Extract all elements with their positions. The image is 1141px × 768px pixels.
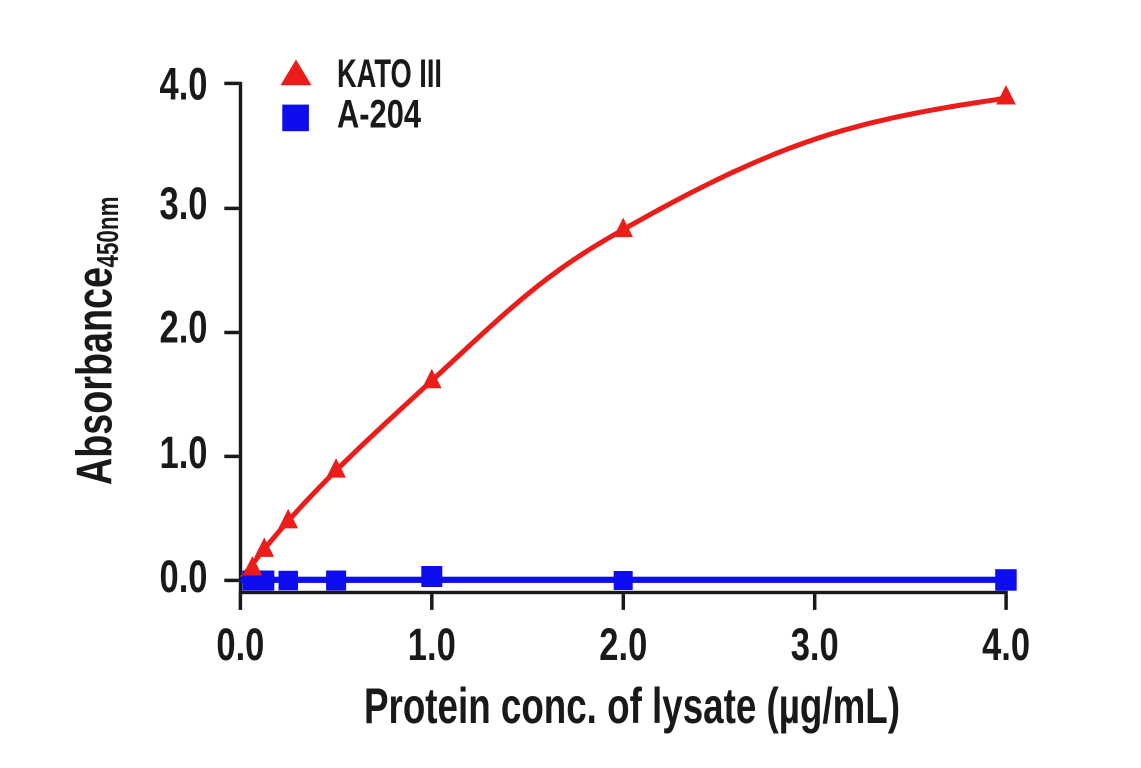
svg-text:A-204: A-204 bbox=[337, 93, 422, 137]
svg-text:4.0: 4.0 bbox=[982, 619, 1030, 670]
svg-text:1.0: 1.0 bbox=[408, 619, 456, 670]
svg-text:3.0: 3.0 bbox=[160, 178, 208, 229]
svg-text:Protein conc. of lysate (µg/mL: Protein conc. of lysate (µg/mL) bbox=[364, 678, 900, 734]
svg-text:2.0: 2.0 bbox=[599, 619, 647, 670]
svg-text:0.0: 0.0 bbox=[160, 551, 208, 602]
svg-text:Absorbance: Absorbance bbox=[67, 267, 123, 485]
svg-text:3.0: 3.0 bbox=[791, 619, 839, 670]
svg-text:450nm: 450nm bbox=[90, 197, 125, 268]
svg-text:4.0: 4.0 bbox=[160, 59, 208, 110]
svg-text:0.0: 0.0 bbox=[216, 619, 264, 670]
svg-text:KATO III: KATO III bbox=[337, 52, 442, 96]
svg-text:1.0: 1.0 bbox=[160, 427, 208, 478]
svg-text:2.0: 2.0 bbox=[160, 302, 208, 353]
